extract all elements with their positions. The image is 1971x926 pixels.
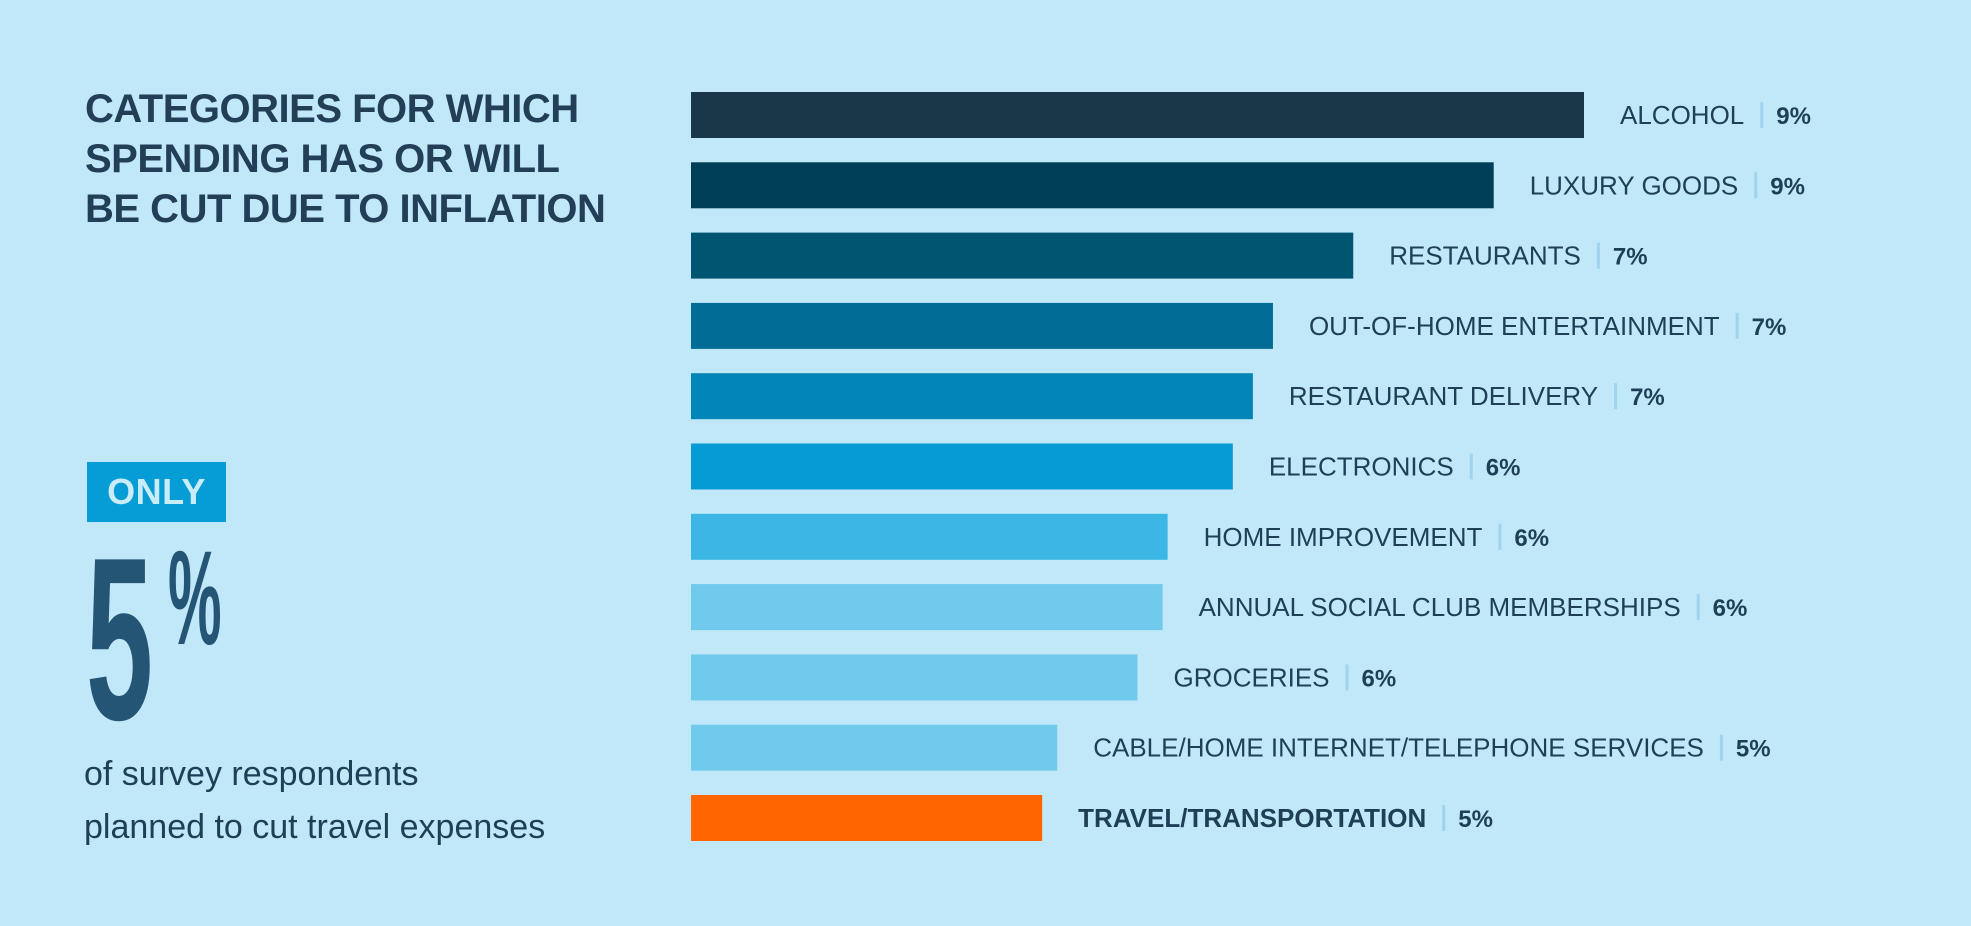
bar [691,443,1233,490]
bar [691,795,1043,841]
label-separator [1760,102,1764,128]
bar-category-label: RESTAURANT DELIVERY [1289,381,1598,411]
bar-group: RESTAURANT DELIVERY 7% [691,373,1665,420]
bar [691,302,1273,349]
bar-category-label: OUT-OF-HOME ENTERTAINMENT [1309,311,1720,341]
bar-value-label: 7% [1752,314,1787,341]
label-separator [1754,172,1758,199]
chart-title: CATEGORIES FOR WHICH SPENDING HAS OR WIL… [85,84,645,234]
bar-group: CABLE/HOME INTERNET/TELEPHONE SERVICES 5% [691,724,1771,771]
bar-value-label: 9% [1776,103,1811,130]
bar-category-label: CABLE/HOME INTERNET/TELEPHONE SERVICES [1093,733,1704,763]
bar-category-label: TRAVEL/TRANSPORTATION [1078,803,1426,833]
bar-group: LUXURY GOODS 9% [691,162,1805,209]
label-separator [1735,312,1739,339]
bar [691,162,1494,209]
bar-value-label: 9% [1770,173,1805,200]
bar [691,373,1253,420]
stat-description-line-1: of survey respondents [84,755,419,793]
bar-value-label: 6% [1713,595,1748,622]
big-stat-number: 5 [86,510,153,769]
label-separator [1345,664,1349,691]
bar-group: ANNUAL SOCIAL CLUB MEMBERSHIPS 6% [691,584,1748,631]
bar-group: HOME IMPROVEMENT 6% [691,513,1549,560]
bar-category-label: ELECTRONICS [1269,452,1454,482]
chart-title-line-3: BE CUT DUE TO INFLATION [85,187,606,231]
bar-value-label: 6% [1362,665,1397,692]
bar-group: ALCOHOL 9% [691,92,1811,138]
label-separator [1696,594,1700,621]
bar-category-label: ALCOHOL [1620,100,1744,130]
label-separator [1498,523,1502,550]
label-separator [1719,734,1723,761]
bar-category-label: LUXURY GOODS [1530,170,1739,200]
bar-value-label: 7% [1613,244,1648,271]
bar-value-label: 6% [1514,525,1549,552]
bar [691,92,1584,138]
bar [691,513,1168,560]
bar-group: ELECTRONICS 6% [691,443,1521,490]
bar [691,654,1138,701]
stat-description-line-2: planned to cut travel expenses [84,808,546,846]
bar [691,232,1354,279]
bar-value-label: 5% [1458,806,1493,833]
bar-group: TRAVEL/TRANSPORTATION 5% [691,795,1493,841]
bar-category-label: HOME IMPROVEMENT [1204,522,1483,552]
bar [691,724,1058,771]
label-separator [1469,453,1473,480]
bar-group: GROCERIES 6% [691,654,1397,701]
bar-group: RESTAURANTS 7% [691,232,1648,279]
bar [691,584,1163,631]
label-separator [1614,383,1618,410]
label-separator [1596,242,1600,269]
chart-title-line-2: SPENDING HAS OR WILL [85,137,560,181]
label-separator [1442,805,1446,831]
stat-description: of survey respondents planned to cut tra… [84,748,644,854]
bar-group: OUT-OF-HOME ENTERTAINMENT 7% [691,302,1787,349]
only-badge: ONLY [87,462,226,522]
bar-category-label: ANNUAL SOCIAL CLUB MEMBERSHIPS [1199,592,1681,622]
big-stat: 5 % [86,510,286,769]
big-stat-percent-sign: % [168,524,222,673]
bar-category-label: GROCERIES [1174,662,1330,692]
bar-value-label: 5% [1736,736,1771,763]
bar-category-label: RESTAURANTS [1389,241,1581,271]
bar-value-label: 7% [1630,384,1665,411]
chart-title-line-1: CATEGORIES FOR WHICH [85,87,579,131]
bar-value-label: 6% [1486,455,1521,482]
